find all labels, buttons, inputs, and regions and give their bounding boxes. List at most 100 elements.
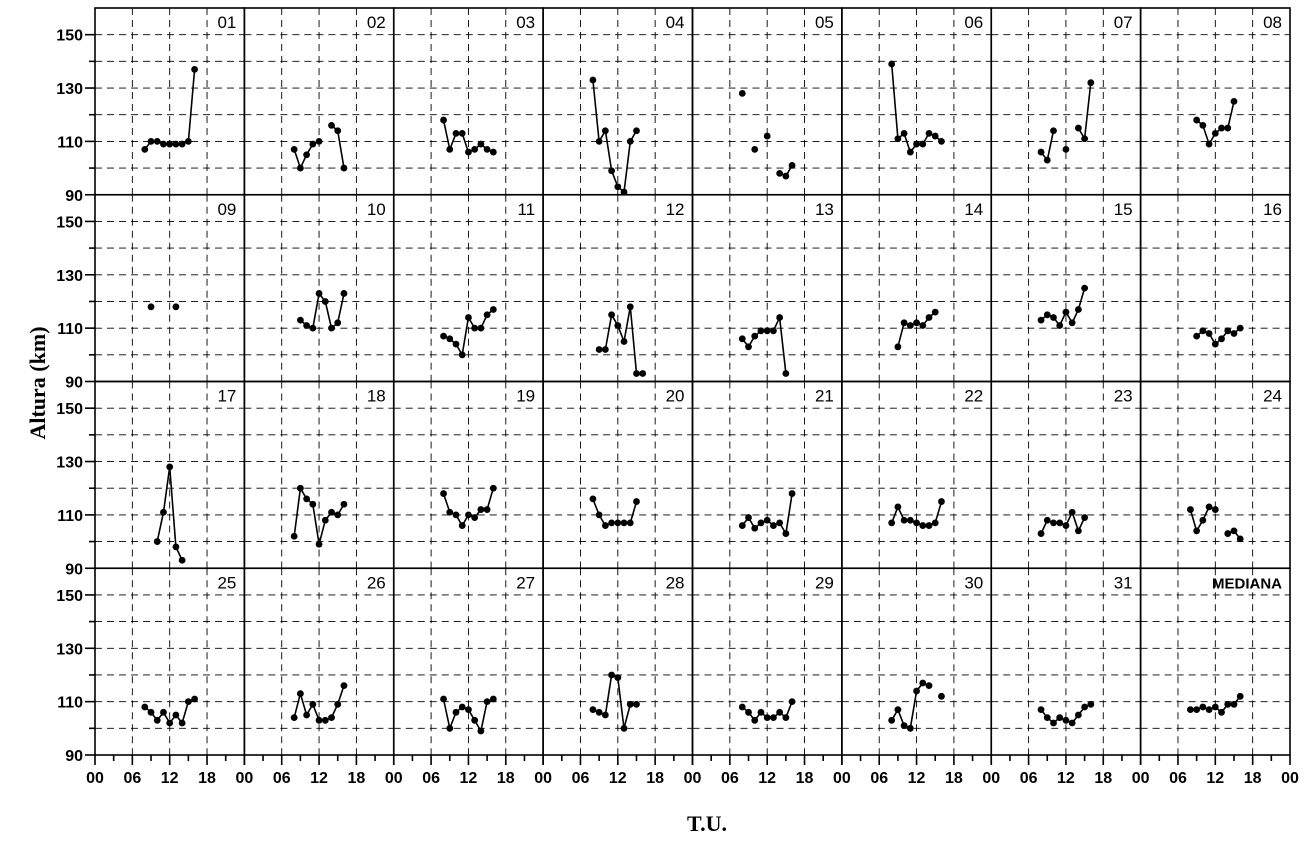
panel-label-05: 05 [815, 13, 834, 32]
data-point-25 [191, 695, 198, 703]
data-point-22 [919, 522, 927, 529]
y-tick-label: 150 [56, 401, 83, 418]
y-tick-label: 130 [56, 81, 83, 98]
data-point-17 [172, 543, 180, 551]
data-point-20 [626, 519, 634, 527]
data-point-04 [601, 127, 609, 135]
y-tick-label: 150 [56, 28, 83, 45]
data-point-31 [1037, 706, 1045, 714]
data-point-08 [1211, 129, 1219, 137]
data-point-03 [483, 145, 491, 153]
data-point-17 [153, 538, 161, 545]
data-point-16 [1211, 340, 1219, 348]
data-point-18 [309, 500, 317, 508]
data-point-29 [770, 714, 777, 722]
data-point-26 [309, 700, 317, 708]
data-point-05 [738, 89, 746, 97]
x-tick-label: 18 [796, 770, 814, 787]
data-point-25 [141, 703, 149, 711]
data-point-27 [465, 706, 472, 714]
data-point-24 [1224, 530, 1232, 537]
data-point-25 [184, 698, 192, 706]
x-tick-label: 18 [1094, 770, 1112, 787]
data-point-12 [601, 346, 609, 353]
data-point-14 [900, 319, 908, 327]
data-point-21 [788, 490, 796, 497]
data-point-27 [446, 724, 454, 732]
data-point-11 [440, 332, 447, 340]
data-point-25 [153, 716, 161, 724]
data-point-mediana [1230, 700, 1238, 708]
data-point-20 [595, 511, 603, 519]
data-point-24 [1230, 527, 1238, 535]
data-point-31 [1043, 714, 1051, 722]
data-point-13 [770, 327, 777, 335]
data-point-08 [1230, 97, 1238, 105]
data-point-22 [888, 519, 896, 527]
data-point-20 [608, 519, 615, 527]
data-point-22 [894, 503, 902, 511]
data-point-23 [1037, 530, 1045, 537]
data-point-19 [465, 511, 472, 519]
data-point-26 [296, 690, 304, 698]
data-series [141, 60, 1244, 735]
panel-frames [94, 7, 1291, 756]
data-point-19 [477, 506, 485, 513]
data-point-30 [913, 687, 920, 695]
data-point-07 [1074, 124, 1082, 132]
data-point-01 [147, 137, 155, 145]
data-point-26 [303, 711, 311, 719]
data-point-06 [894, 135, 902, 143]
panel-label-29: 29 [815, 573, 834, 592]
data-point-26 [290, 714, 298, 722]
data-point-01 [141, 145, 149, 153]
data-point-04 [595, 137, 603, 145]
data-point-19 [483, 506, 491, 513]
panel-label-24: 24 [1263, 387, 1282, 406]
data-point-02 [315, 137, 323, 145]
data-point-06 [888, 60, 896, 68]
data-point-29 [782, 714, 790, 722]
data-point-08 [1199, 121, 1207, 129]
data-point-01 [160, 140, 167, 148]
data-point-13 [738, 335, 746, 343]
data-point-02 [309, 140, 317, 148]
data-point-23 [1062, 522, 1070, 529]
data-point-28 [633, 700, 640, 708]
data-point-25 [160, 708, 167, 716]
x-tick-label: 12 [1206, 770, 1224, 787]
data-point-15 [1062, 308, 1070, 316]
data-point-01 [172, 140, 180, 148]
y-tick-label: 90 [65, 748, 83, 765]
data-point-18 [340, 500, 348, 508]
data-point-28 [626, 700, 634, 708]
x-tick-label: 12 [609, 770, 627, 787]
data-point-11 [471, 324, 479, 332]
data-point-18 [334, 511, 342, 519]
data-point-mediana [1193, 706, 1201, 714]
x-axis-title: T.U. [687, 811, 727, 836]
panel-label-13: 13 [815, 200, 834, 219]
x-tick-label: 12 [460, 770, 478, 787]
data-point-14 [913, 319, 920, 327]
data-point-02 [290, 145, 298, 153]
data-point-27 [477, 727, 485, 735]
panel-label-14: 14 [964, 200, 983, 219]
data-point-02 [340, 164, 348, 172]
data-point-14 [919, 322, 927, 329]
series-line-07 [1040, 130, 1055, 162]
panel-label-16: 16 [1263, 200, 1282, 219]
series-line-12 [599, 306, 643, 375]
data-point-15 [1074, 306, 1082, 313]
data-point-03 [452, 129, 460, 137]
data-point-14 [906, 322, 914, 329]
y-tick-label: 90 [65, 375, 83, 392]
panel-label-11: 11 [517, 200, 535, 219]
data-point-04 [626, 137, 634, 145]
data-point-13 [782, 370, 790, 377]
x-tick-label: 00 [1132, 770, 1150, 787]
data-point-04 [620, 188, 628, 196]
x-tick-label: 06 [273, 770, 291, 787]
panel-label-mediana: MEDIANA [1212, 575, 1282, 592]
